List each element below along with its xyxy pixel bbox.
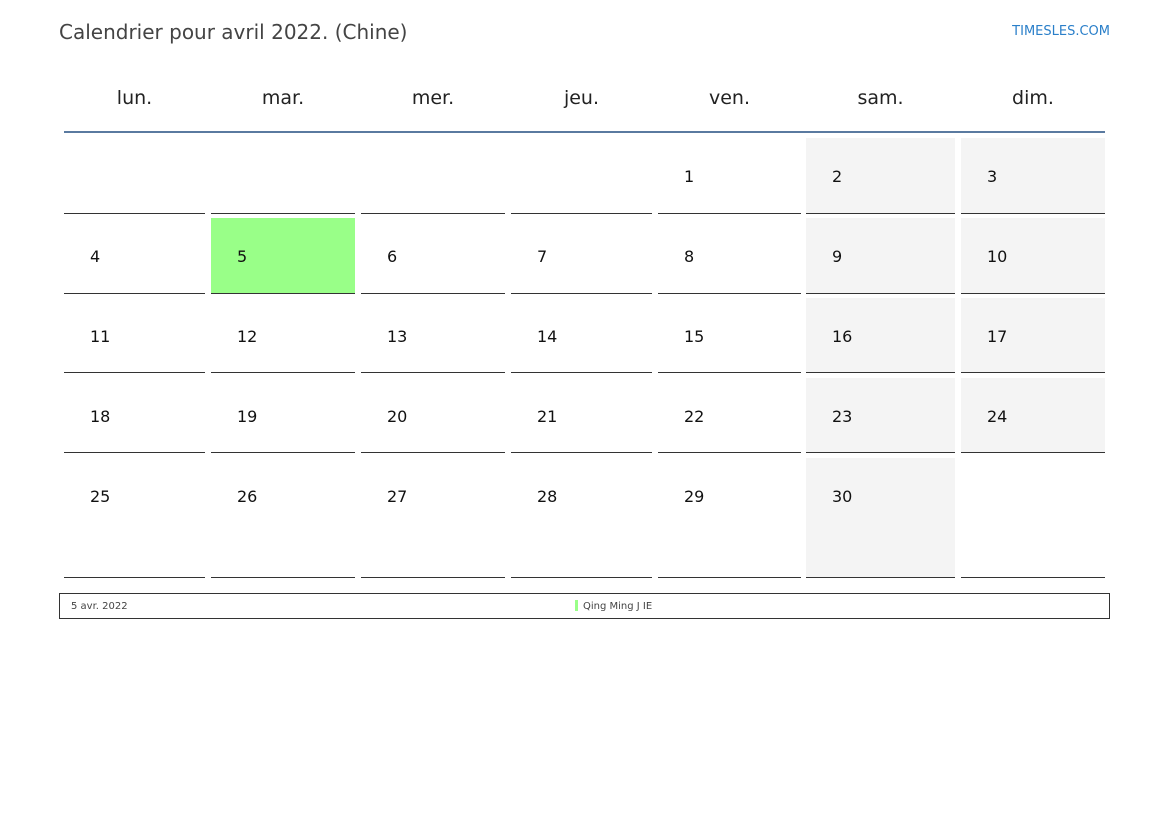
day-cell[interactable]: 29 [658,458,801,578]
day-cell[interactable]: 2 [806,138,955,214]
day-number: 26 [237,487,258,506]
weekday-header: mar. [261,87,305,109]
day-number: 3 [987,167,998,186]
weekday-header: ven. [708,87,750,109]
day-number: 18 [90,407,111,426]
day-cell[interactable]: 9 [806,218,955,294]
holiday-date: 5 avr. 2022 [71,601,128,612]
day-cell[interactable]: 14 [511,298,652,373]
day-cell[interactable]: 10 [961,218,1105,294]
holiday-name: Qing Ming J IE [583,601,653,612]
weekday-header: jeu. [563,87,600,109]
day-cell[interactable]: 28 [511,458,652,578]
day-number: 10 [987,247,1008,266]
day-cell[interactable]: 5 [211,218,355,294]
day-number: 30 [832,487,853,506]
day-cell[interactable]: 18 [64,378,205,453]
day-cell[interactable]: 24 [961,378,1105,453]
day-cell[interactable]: 22 [658,378,801,453]
day-number: 1 [684,167,695,186]
brand-link[interactable]: TIMESLES.COM [1012,24,1110,39]
day-number: 16 [832,327,853,346]
empty-cell [64,138,205,214]
day-number: 5 [237,247,248,266]
day-number: 23 [832,407,853,426]
day-cell[interactable]: 15 [658,298,801,373]
page-title: Calendrier pour avril 2022. (Chine) [59,20,408,44]
day-cell[interactable]: 21 [511,378,652,453]
weekday-header: lun. [116,87,153,109]
day-cell[interactable]: 11 [64,298,205,373]
weekday-header: dim. [1012,87,1054,109]
day-number: 9 [832,247,843,266]
day-number: 12 [237,327,258,346]
holiday-color-marker [575,600,578,611]
day-number: 11 [90,327,111,346]
day-number: 20 [387,407,408,426]
day-cell[interactable]: 3 [961,138,1105,214]
day-number: 13 [387,327,408,346]
day-number: 17 [987,327,1008,346]
day-number: 29 [684,487,705,506]
day-number: 22 [684,407,705,426]
day-cell[interactable]: 7 [511,218,652,294]
day-number: 15 [684,327,705,346]
day-number: 19 [237,407,258,426]
day-cell[interactable]: 12 [211,298,355,373]
day-cell[interactable]: 20 [361,378,505,453]
day-number: 14 [537,327,558,346]
day-cell[interactable]: 25 [64,458,205,578]
weekday-header: sam. [857,87,904,109]
day-number: 6 [387,247,398,266]
empty-cell [361,138,505,214]
day-cell[interactable]: 26 [211,458,355,578]
empty-cell [211,138,355,214]
empty-cell [511,138,652,214]
day-number: 25 [90,487,111,506]
day-cell[interactable]: 23 [806,378,955,453]
day-cell[interactable]: 16 [806,298,955,373]
holiday-legend: 5 avr. 2022 Qing Ming J IE [59,593,1110,619]
day-number: 28 [537,487,558,506]
day-number: 2 [832,167,843,186]
day-cell[interactable]: 13 [361,298,505,373]
day-cell[interactable]: 6 [361,218,505,294]
day-cell[interactable]: 19 [211,378,355,453]
day-cell[interactable]: 30 [806,458,955,578]
day-number: 8 [684,247,695,266]
empty-cell [961,458,1105,578]
day-number: 4 [90,247,101,266]
day-cell[interactable]: 8 [658,218,801,294]
day-cell[interactable]: 17 [961,298,1105,373]
header-divider [64,131,1105,133]
day-cell[interactable]: 27 [361,458,505,578]
day-cell[interactable]: 1 [658,138,801,214]
weekday-header: mer. [411,87,455,109]
day-number: 24 [987,407,1008,426]
day-number: 7 [537,247,548,266]
day-cell[interactable]: 4 [64,218,205,294]
day-number: 27 [387,487,408,506]
day-number: 21 [537,407,558,426]
